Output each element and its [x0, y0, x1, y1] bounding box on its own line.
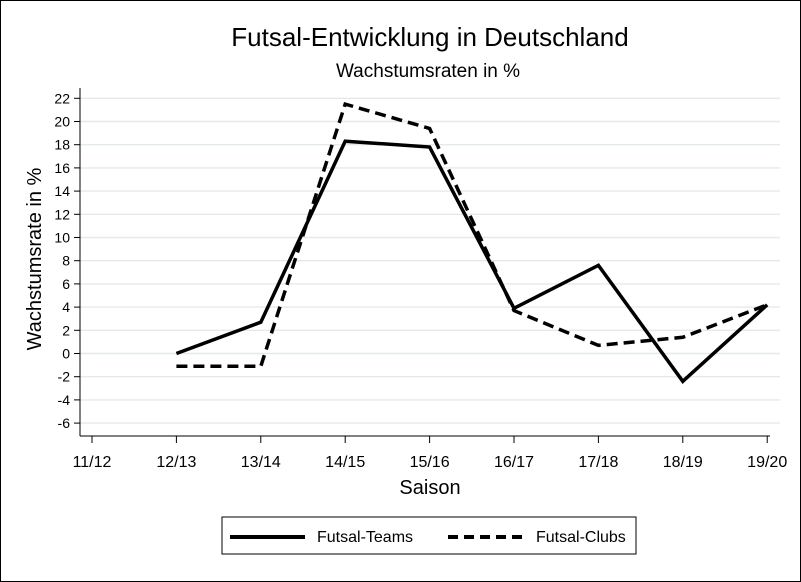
y-tick-label: 10	[54, 230, 70, 246]
y-tick-label: 4	[62, 299, 70, 315]
y-tick-label: 20	[54, 114, 70, 130]
series-line-teams	[175, 139, 769, 384]
axes	[79, 88, 770, 437]
x-axis-label: Saison	[399, 477, 460, 499]
y-ticks: -6 -4 -2 0 2 4 6 8 10 12 14 16 18 20 22	[54, 90, 80, 431]
x-tick-label: 13/14	[241, 454, 281, 471]
x-tick-label: 14/15	[325, 454, 365, 471]
x-tick-label: 16/17	[494, 454, 534, 471]
y-tick-label: 2	[62, 322, 70, 338]
x-ticks: 11/12 12/13 13/14 14/15 15/16 16/17 17/18 18/19…	[73, 436, 787, 471]
y-tick-label: 18	[54, 137, 70, 153]
legend: Futsal-Teams Futsal-Clubs	[221, 516, 637, 555]
legend-label-clubs: Futsal-Clubs	[536, 529, 626, 546]
y-tick-label: 12	[54, 206, 70, 222]
series-line-clubs	[176, 101, 768, 369]
y-tick-label: -2	[58, 369, 71, 385]
y-tick-label: 16	[54, 160, 70, 176]
y-tick-label: 8	[62, 253, 70, 269]
legend-label-teams: Futsal-Teams	[317, 529, 413, 546]
y-tick-label: 14	[54, 183, 70, 199]
grid-lines	[80, 97, 780, 424]
x-tick-label: 18/19	[663, 454, 703, 471]
x-tick-label: 17/18	[578, 454, 618, 471]
y-tick-label: -6	[58, 415, 71, 431]
x-tick-label: 15/16	[410, 454, 450, 471]
chart-title: Futsal-Entwicklung in Deutschland	[231, 22, 628, 52]
x-tick-label: 19/20	[747, 454, 787, 471]
chart-subtitle: Wachstumsraten in %	[336, 61, 520, 82]
y-tick-label: 6	[62, 276, 70, 292]
y-tick-label: 22	[54, 90, 70, 106]
x-tick-label: 11/12	[73, 454, 112, 471]
y-axis-label: Wachstumsrate in %	[24, 167, 46, 350]
y-tick-label: -4	[58, 392, 71, 408]
series-lines	[175, 101, 769, 384]
x-tick-label: 12/13	[156, 454, 196, 471]
y-tick-label: 0	[62, 346, 70, 362]
